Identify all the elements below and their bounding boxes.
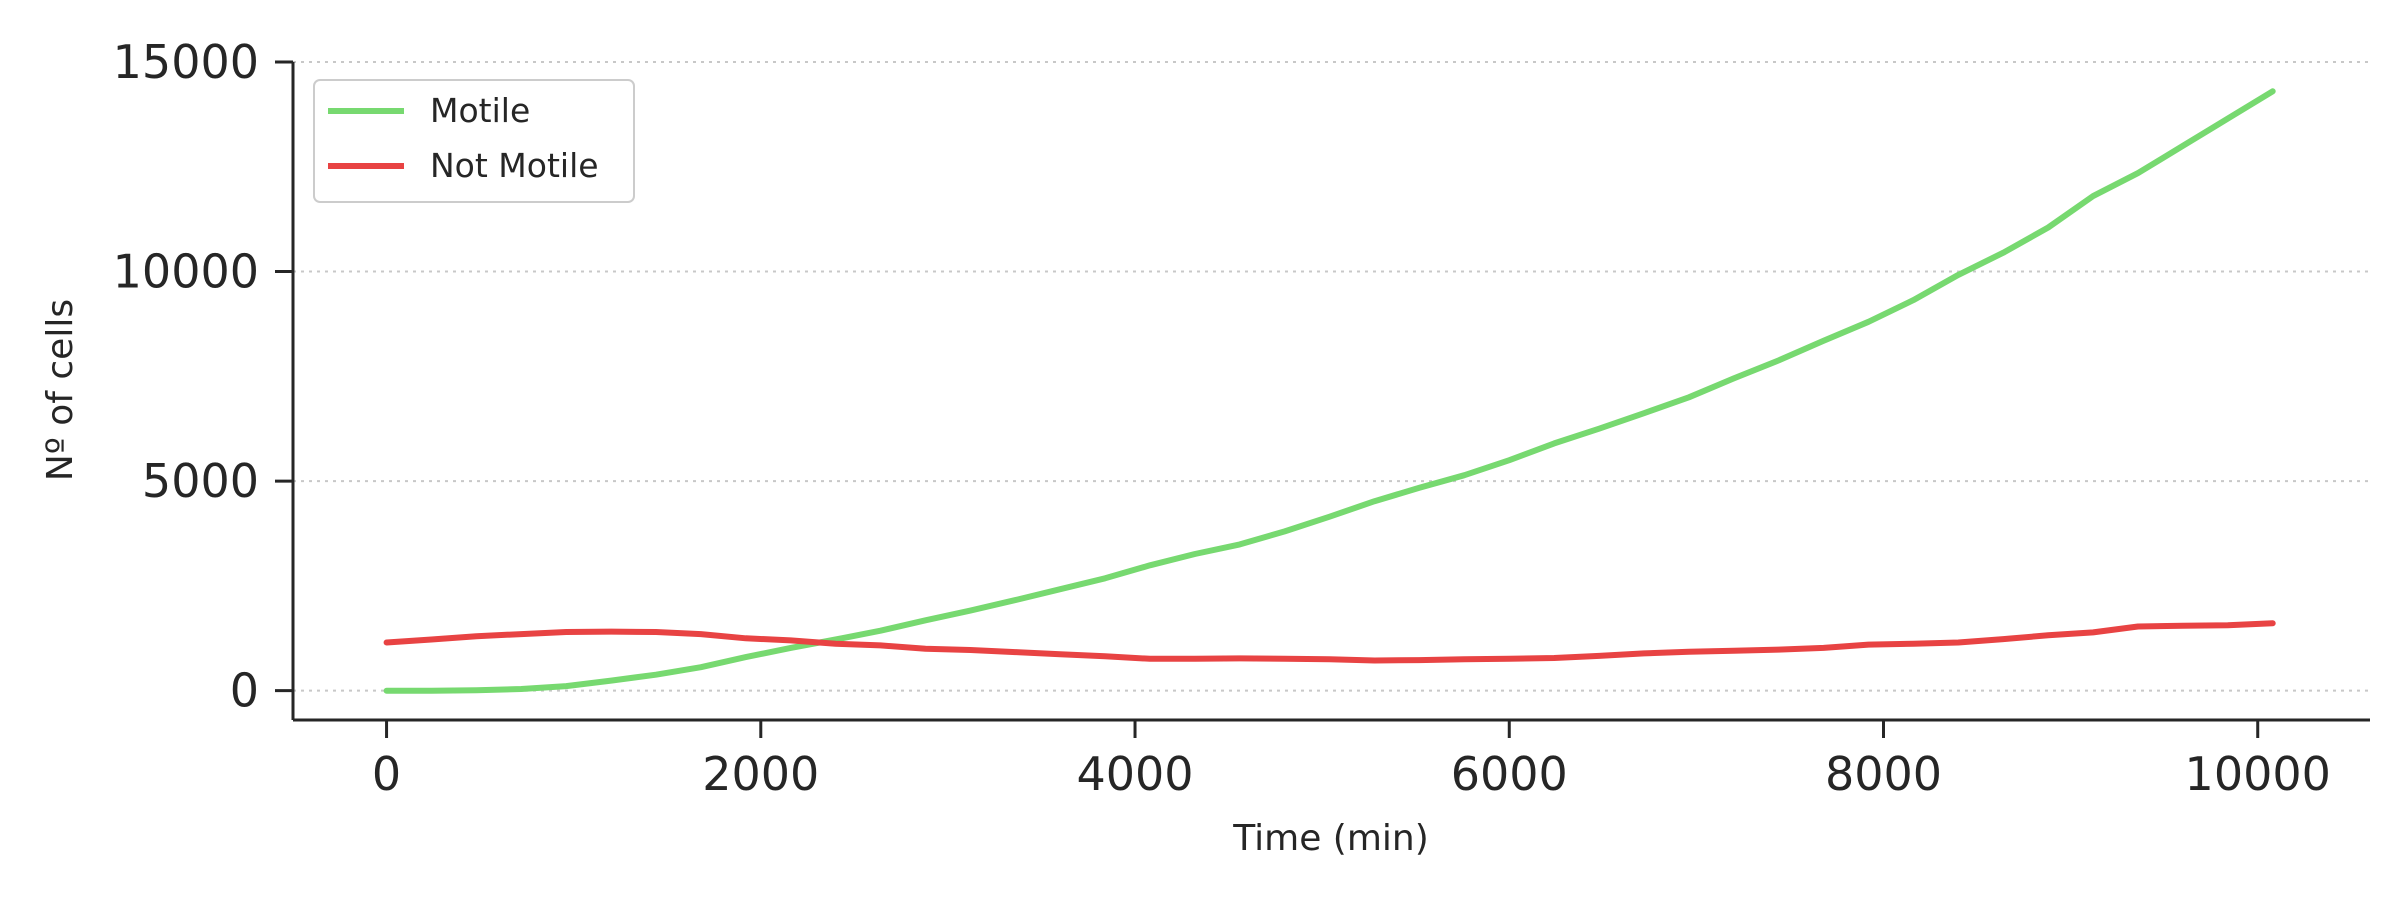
x-tick-label: 8000 bbox=[1825, 747, 1942, 801]
y-tick-label: 5000 bbox=[142, 454, 259, 508]
legend: Motile Not Motile bbox=[313, 79, 635, 203]
y-tick-label: 0 bbox=[230, 664, 259, 718]
x-tick-label: 0 bbox=[372, 747, 401, 801]
x-tick-label: 4000 bbox=[1076, 747, 1193, 801]
y-ticks: 0 5000 10000 15000 bbox=[113, 35, 293, 718]
legend-label-motile: Motile bbox=[430, 91, 530, 130]
y-tick-label: 15000 bbox=[113, 35, 259, 89]
legend-label-not-motile: Not Motile bbox=[430, 146, 599, 185]
x-ticks: 0 2000 4000 6000 8000 10000 bbox=[372, 720, 2331, 801]
x-tick-label: 2000 bbox=[702, 747, 819, 801]
y-axis-label: Nº of cells bbox=[40, 299, 81, 481]
series-line-motile bbox=[383, 88, 2276, 694]
y-tick-label: 10000 bbox=[113, 245, 259, 299]
grid bbox=[293, 61, 2370, 692]
series-line-not-motile bbox=[383, 620, 2276, 664]
x-tick-label: 6000 bbox=[1451, 747, 1568, 801]
series-lines bbox=[383, 88, 2276, 694]
x-tick-label: 10000 bbox=[2185, 747, 2331, 801]
axes bbox=[291, 62, 2370, 722]
x-axis-label: Time (min) bbox=[1232, 818, 1429, 859]
